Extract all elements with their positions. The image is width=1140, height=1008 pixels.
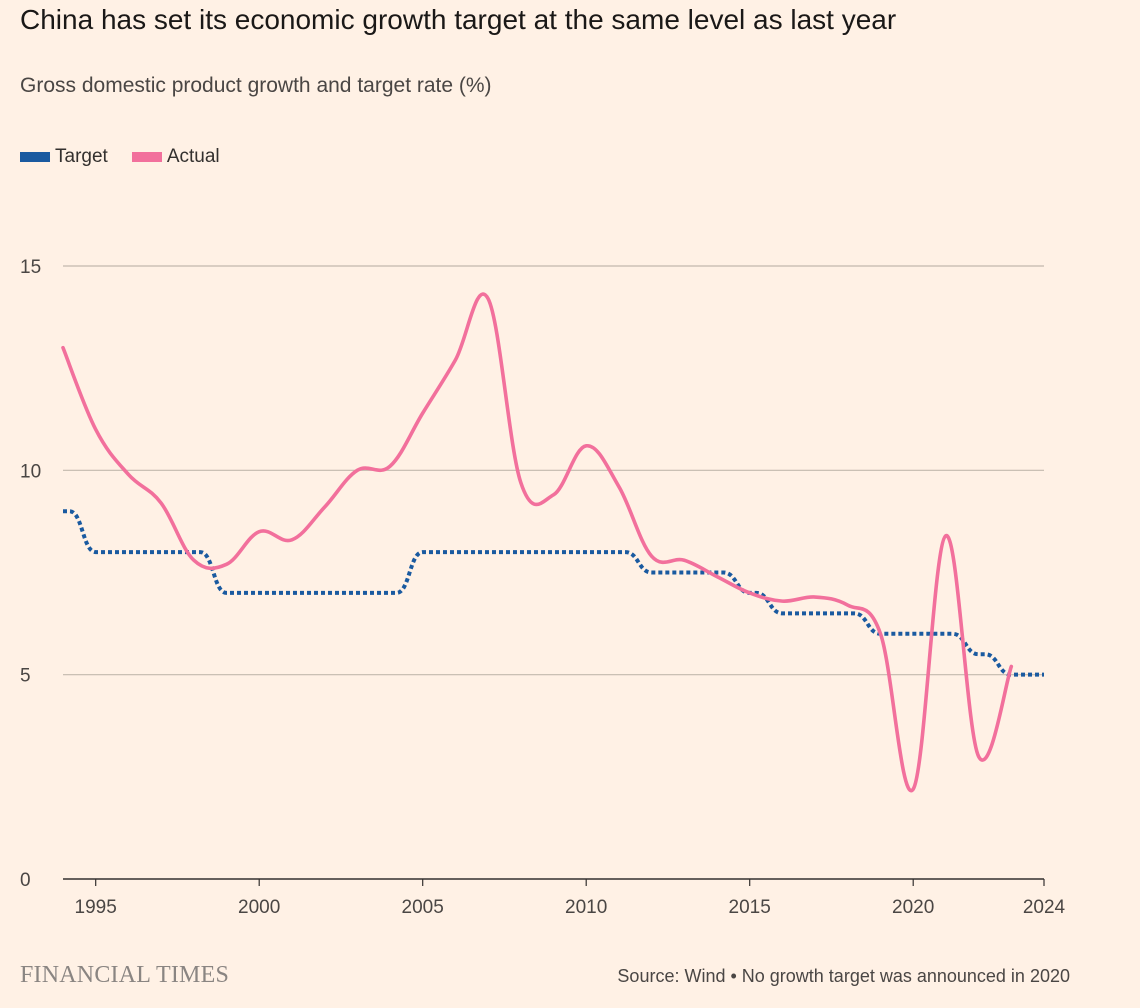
chart-subtitle: Gross domestic product growth and target… xyxy=(20,74,492,97)
legend-item-actual: Actual xyxy=(131,146,220,168)
x-tick-label-1995: 1995 xyxy=(75,897,117,918)
x-tick-label-2020: 2020 xyxy=(892,897,934,918)
legend-swatch-target xyxy=(20,152,50,162)
chart-title: China has set its economic growth target… xyxy=(20,4,897,35)
legend: Target Actual xyxy=(20,146,244,168)
source-note: Source: Wind • No growth target was anno… xyxy=(617,966,1070,986)
series-line-target xyxy=(63,509,1044,677)
legend-label-actual: Actual xyxy=(166,146,220,167)
x-tick-label-2015: 2015 xyxy=(729,897,771,918)
y-tick-label-0: 0 xyxy=(20,870,31,891)
legend-swatch-actual xyxy=(131,152,162,162)
y-axis-ticks: 0 5 10 15 xyxy=(20,257,41,891)
y-tick-label-10: 10 xyxy=(20,461,41,482)
series-line-actual xyxy=(61,292,1014,793)
legend-label-target: Target xyxy=(55,146,108,167)
series-lines xyxy=(61,292,1044,793)
x-tick-label-2005: 2005 xyxy=(402,897,444,918)
y-tick-label-5: 5 xyxy=(20,666,31,687)
x-tick-label-2010: 2010 xyxy=(565,897,607,918)
legend-item-target: Target xyxy=(20,146,108,168)
x-axis-ticks: 1995 2000 2005 2010 2015 2020 2024 xyxy=(75,879,1066,918)
brand-logo: FINANCIAL TIMES xyxy=(20,962,230,988)
y-tick-label-15: 15 xyxy=(20,257,41,278)
x-tick-label-2000: 2000 xyxy=(238,897,280,918)
x-tick-label-2024: 2024 xyxy=(1023,897,1066,918)
grid-lines xyxy=(63,265,1044,880)
